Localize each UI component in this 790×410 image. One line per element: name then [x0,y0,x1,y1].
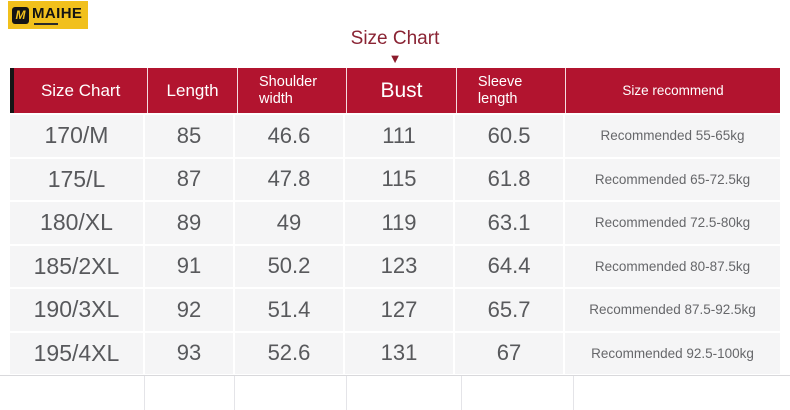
value-cell: 60.5 [455,113,566,157]
empty-bottom-row [0,375,790,410]
arrow-down-icon: ▼ [388,51,402,66]
value-cell: 92 [144,287,235,331]
value-cell: 85 [144,113,235,157]
value-cell: 49 [234,200,345,244]
table-body: 170/M 85 46.6 111 60.5 Recommended 55-65kg 175… [10,113,780,374]
value-cell: 67 [455,330,566,374]
value-cell: 64.4 [455,243,566,287]
recommend-cell: Recommended 55-65kg [565,113,780,157]
logo-name: MAIHE [32,4,83,22]
empty-cell [574,376,790,410]
brand-logo: M MAIHE [8,1,89,29]
value-cell: 123 [345,243,456,287]
header-cell: Shoulder width [238,68,348,113]
logo-tagline [34,22,58,25]
value-cell: 65.7 [455,287,566,331]
recommend-cell: Recommended 87.5-92.5kg [565,287,780,331]
value-cell: 51.4 [234,287,345,331]
value-cell: 89 [144,200,235,244]
value-cell: 61.8 [455,156,566,200]
table-row: 180/XL 89 49 119 63.1 Recommended 72.5-80kg [10,200,780,244]
value-cell: 111 [345,113,456,157]
recommend-cell: Recommended 92.5-100kg [565,330,780,374]
value-cell: 127 [345,287,456,331]
value-cell: 115 [345,156,456,200]
size-cell: 195/4XL [10,330,145,374]
value-cell: 46.6 [234,113,345,157]
recommend-cell: Recommended 80-87.5kg [565,243,780,287]
value-cell: 91 [144,243,235,287]
size-cell: 170/M [10,113,145,157]
table-row: 175/L 87 47.8 115 61.8 Recommended 65-72.5kg [10,156,780,200]
header-cell: Sleeve length [457,68,567,113]
logo-text: MAIHE [32,6,82,25]
table-row: 170/M 85 46.6 111 60.5 Recommended 55-65kg [10,113,780,157]
recommend-cell: Recommended 72.5-80kg [565,200,780,244]
empty-cell [235,376,347,410]
header-cell: Size Chart [14,68,149,113]
size-cell: 190/3XL [10,287,145,331]
value-cell: 131 [345,330,456,374]
logo-m-icon: M [12,6,29,24]
size-cell: 185/2XL [10,243,145,287]
header-cell: Size recommend [622,83,724,98]
table-row: 185/2XL 91 50.2 123 64.4 Recommended 80-87.5k… [10,243,780,287]
value-cell: 50.2 [234,243,345,287]
title-block: Size Chart ▼ [0,28,790,65]
empty-cell [145,376,235,410]
value-cell: 52.6 [234,330,345,374]
value-cell: 119 [345,200,456,244]
empty-cell [462,376,574,410]
empty-cell [0,376,145,410]
size-cell: 180/XL [10,200,145,244]
value-cell: 87 [144,156,235,200]
size-cell: 175/L [10,156,145,200]
table-row: 195/4XL 93 52.6 131 67 Recommended 92.5-100kg [10,330,780,374]
header-cell: Length [148,68,238,113]
header-cell: Bust [347,68,457,113]
value-cell: 63.1 [455,200,566,244]
recommend-cell: Recommended 65-72.5kg [565,156,780,200]
page-title: Size Chart [350,28,440,49]
value-cell: 93 [144,330,235,374]
size-chart-table: Size Chart Length Shoulder width Bust Sleeve… [10,68,780,374]
empty-cell [347,376,462,410]
value-cell: 47.8 [234,156,345,200]
table-row: 190/3XL 92 51.4 127 65.7 Recommended 87.5-92.… [10,287,780,331]
table-header-row: Size Chart Length Shoulder width Bust Sleeve… [10,68,780,113]
